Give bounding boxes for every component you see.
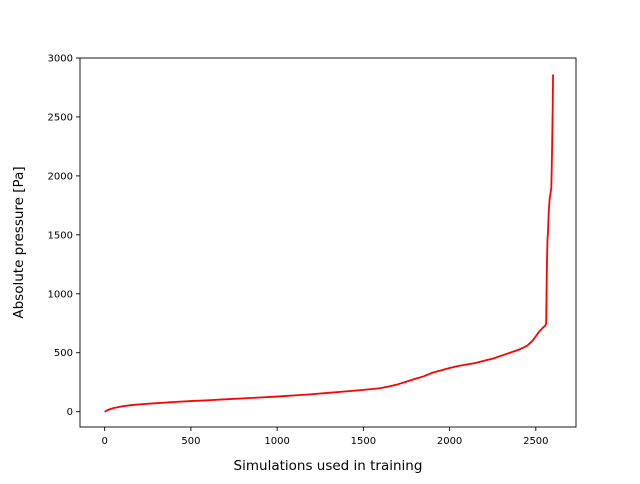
x-tick-label: 0 [101,436,107,447]
y-tick-label: 1500 [48,230,73,241]
x-tick-label: 500 [181,436,200,447]
x-tick-label: 2500 [523,436,548,447]
axes-frame [79,57,577,428]
series-line-0 [104,74,554,413]
y-tick-label: 2000 [48,171,73,182]
x-tick-label: 1500 [351,436,376,447]
x-axis-label: Simulations used in training [234,458,423,474]
y-tick-label: 0 [67,407,73,418]
x-tick-label: 2000 [437,436,462,447]
y-tick-label: 1000 [48,289,73,300]
y-tick-label: 2500 [48,112,73,123]
y-axis-label: Absolute pressure [Pa] [11,166,27,318]
plot-area [104,74,554,413]
y-tick-label: 500 [54,348,73,359]
y-tick-label: 3000 [48,54,73,65]
x-tick-label: 1000 [264,436,289,447]
axes: 0 500 1000 1500 2000 2500 0 500 1000 1500 2000 2500… [48,54,577,447]
